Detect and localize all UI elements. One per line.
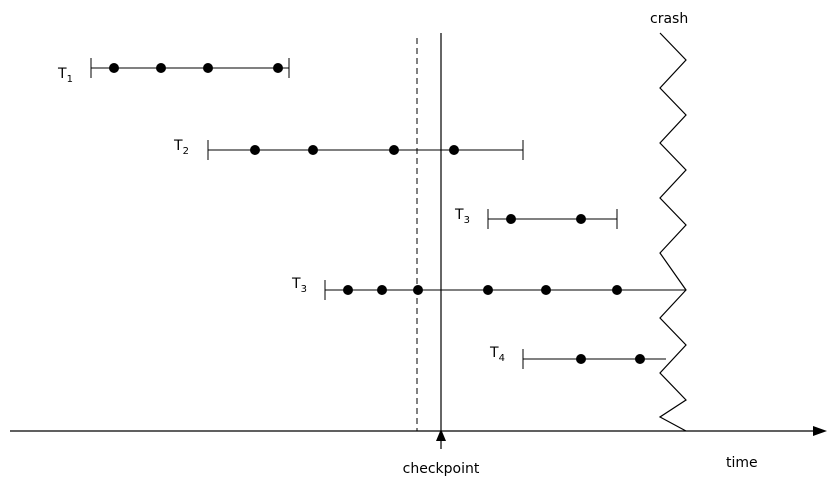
operation-dot (250, 145, 260, 155)
operation-dot (483, 285, 493, 295)
crash-zigzag (658, 32, 687, 432)
operation-dot (635, 354, 645, 364)
transaction-t3-short: T3 (454, 207, 618, 229)
operation-dot (273, 63, 283, 73)
operation-dot (308, 145, 318, 155)
operation-dot (576, 214, 586, 224)
checkpoint-label: checkpoint (403, 461, 480, 477)
operation-dot (109, 63, 119, 73)
operation-dot (203, 63, 213, 73)
operation-dot (541, 285, 551, 295)
transaction-t2: T2 (173, 138, 524, 160)
operation-dot (343, 285, 353, 295)
time-label: time (726, 455, 758, 471)
operation-dot (377, 285, 387, 295)
operation-dot (389, 145, 399, 155)
transaction-t1: T1 (57, 58, 290, 85)
transaction-label: T3 (291, 276, 307, 295)
transaction-t3-long: T3 (291, 276, 686, 300)
operation-dot (612, 285, 622, 295)
operation-dot (156, 63, 166, 73)
operation-dot (506, 214, 516, 224)
transaction-label: T1 (57, 66, 73, 85)
checkpoint-arrowhead (436, 429, 446, 441)
transaction-label: T4 (489, 345, 505, 364)
operation-dot (413, 285, 423, 295)
transaction-label: T2 (173, 138, 189, 157)
operation-dot (449, 145, 459, 155)
transaction-label: T3 (454, 207, 470, 226)
transaction-t4: T4 (489, 345, 666, 369)
crash-label: crash (650, 11, 688, 27)
time-axis-arrowhead (813, 426, 827, 436)
operation-dot (576, 354, 586, 364)
